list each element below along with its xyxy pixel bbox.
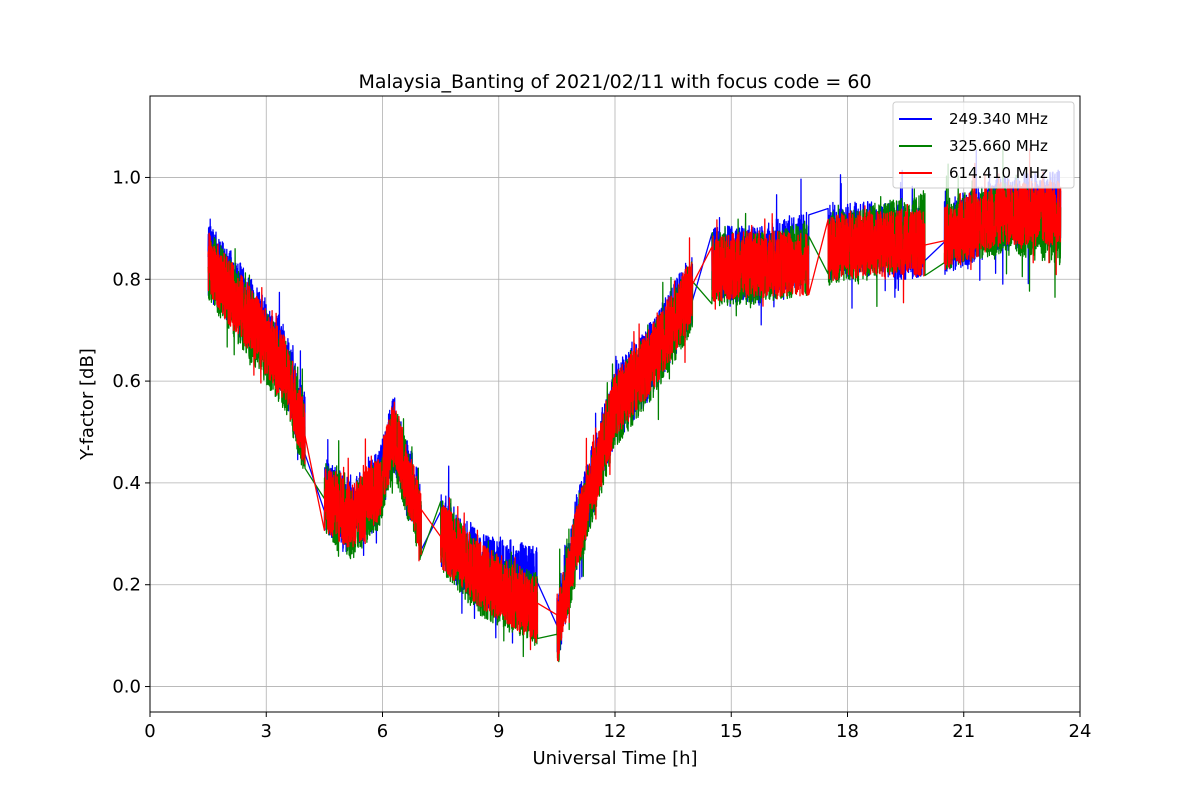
chart-title: Malaysia_Banting of 2021/02/11 with focu… bbox=[358, 71, 871, 93]
x-tick-label: 24 bbox=[1069, 721, 1092, 742]
x-tick-label: 0 bbox=[144, 721, 155, 742]
legend-label-2: 325.660 MHz bbox=[949, 137, 1048, 155]
x-tick-label: 15 bbox=[720, 721, 743, 742]
x-tick-label: 21 bbox=[952, 721, 975, 742]
legend-box bbox=[892, 101, 1075, 189]
legend-label-1: 249.340 MHz bbox=[949, 110, 1048, 128]
x-tick-label: 3 bbox=[261, 721, 272, 742]
x-tick-label: 6 bbox=[377, 721, 388, 742]
y-tick-label: 0.4 bbox=[112, 473, 141, 494]
x-axis-label: Universal Time [h] bbox=[532, 748, 697, 769]
y-tick-label: 0.6 bbox=[112, 371, 141, 392]
legend: 249.340 MHz 325.660 MHz 614.410 MHz bbox=[892, 101, 1075, 189]
y-axis-label: Y-factor [dB] bbox=[77, 348, 98, 461]
y-tick-label: 1.0 bbox=[112, 167, 141, 188]
x-tick-label: 18 bbox=[836, 721, 859, 742]
x-tick-label: 9 bbox=[493, 721, 504, 742]
x-tick-label: 12 bbox=[604, 721, 627, 742]
legend-label-3: 614.410 MHz bbox=[949, 164, 1048, 182]
y-tick-label: 0.2 bbox=[112, 575, 141, 596]
y-tick-label: 0.0 bbox=[112, 677, 141, 698]
y-axis: 0.0 0.2 0.4 0.6 0.8 1.0 bbox=[112, 167, 150, 698]
series-group bbox=[207, 146, 1062, 663]
series-line-3 bbox=[207, 148, 1062, 662]
y-tick-label: 0.8 bbox=[112, 269, 141, 290]
x-axis: 0 3 6 9 12 15 18 21 24 bbox=[144, 712, 1091, 742]
